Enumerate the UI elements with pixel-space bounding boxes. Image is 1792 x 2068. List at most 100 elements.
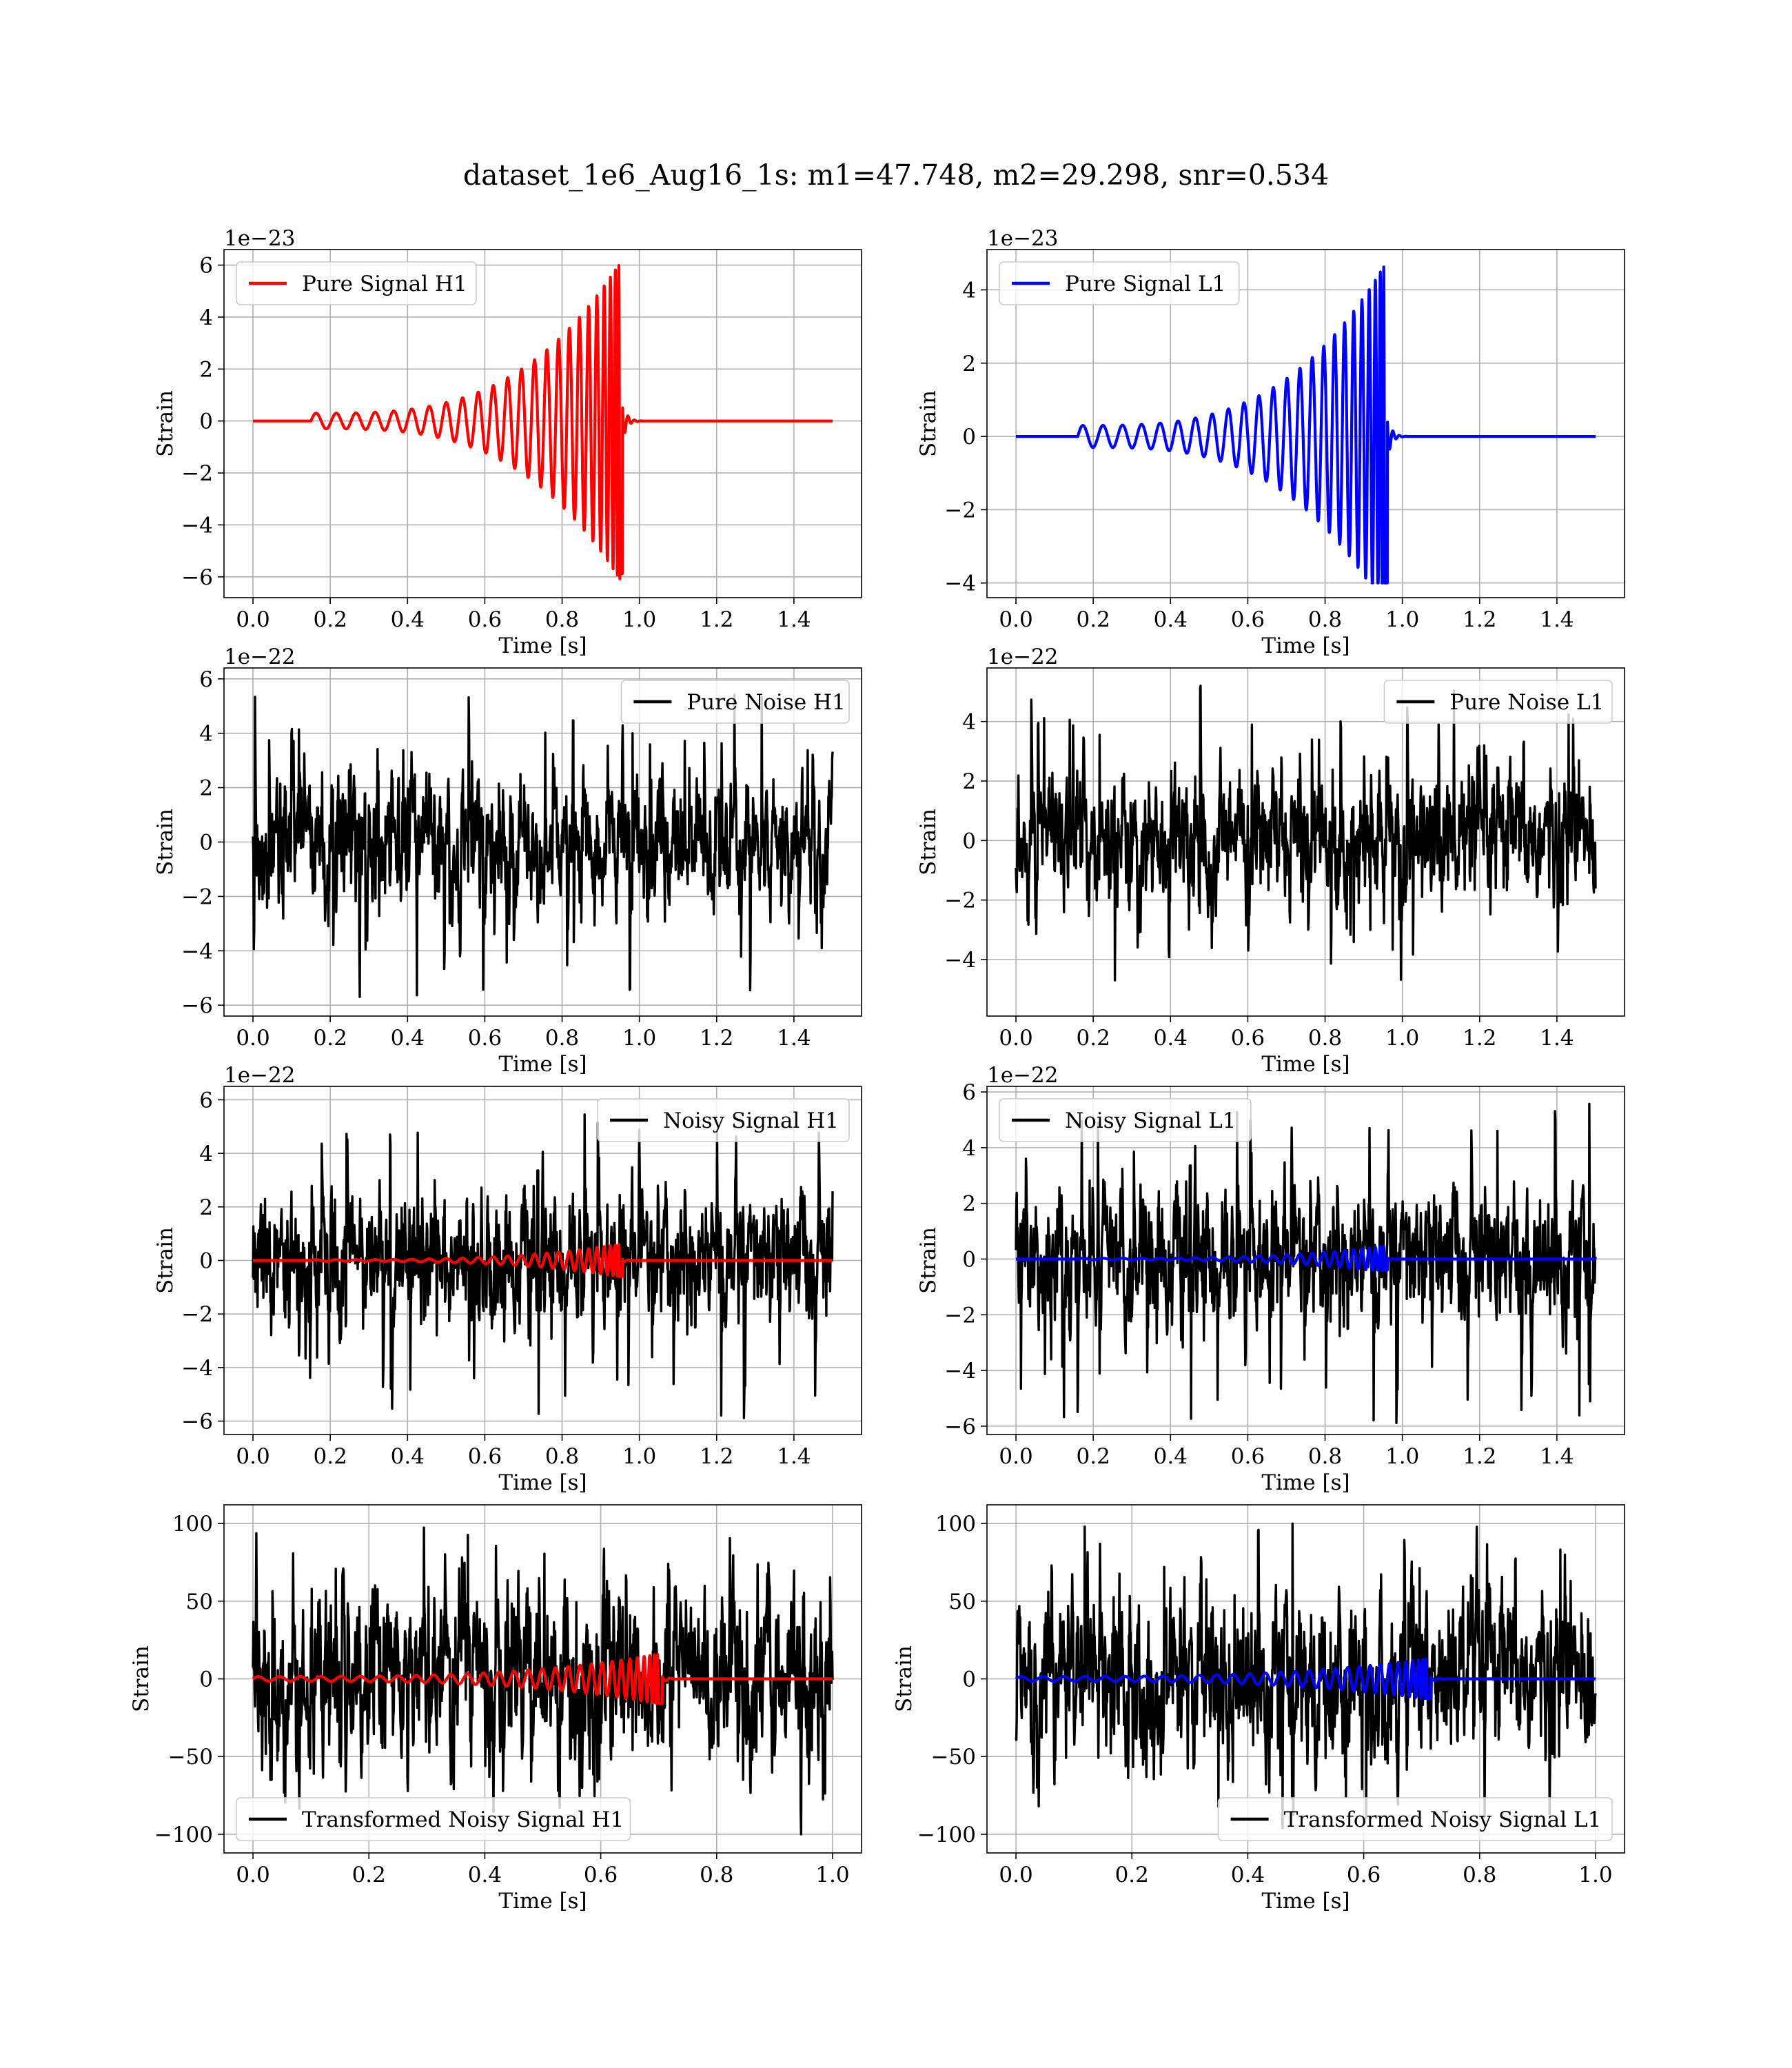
legend: Noisy Signal H1 <box>597 1098 850 1142</box>
x-tick-label: 0.4 <box>1154 1026 1188 1051</box>
x-tick-label: 0.4 <box>1154 1444 1188 1469</box>
x-tick-label: 0.6 <box>468 1444 502 1469</box>
y-tick-label: 0 <box>962 425 976 449</box>
y-tick-label: 100 <box>172 1512 213 1537</box>
y-tick-label: 0 <box>199 1249 213 1274</box>
x-axis-label: Time [s] <box>1261 1889 1350 1914</box>
y-axis-label: Strain <box>916 390 941 457</box>
x-axis-label: Time [s] <box>1261 1052 1350 1077</box>
plot-area <box>252 1113 834 1419</box>
y-tick-label: 0 <box>962 829 976 853</box>
y-tick-label: 0 <box>962 1667 976 1692</box>
x-tick-label: 1.2 <box>700 607 733 632</box>
axes-frame <box>986 667 1625 1017</box>
y-tick-label: −6 <box>181 1410 213 1435</box>
y-axis-label: Strain <box>129 1645 154 1712</box>
y-tick-label: 6 <box>199 1088 213 1113</box>
subplot-1: 0.0 0.2 0.4 0.6 0.8 1.0 1.2 1.4 −6 −4 −2 0 2 4 6 Time [… <box>153 226 862 658</box>
x-tick-label: 0.4 <box>468 1863 502 1887</box>
x-tick-label: 0.0 <box>999 1863 1032 1887</box>
x-tick-label: 0.6 <box>584 1863 618 1887</box>
x-tick-label: 0.2 <box>314 1444 347 1469</box>
y-tick-label: 0 <box>199 831 213 855</box>
y-offset-label: 1e−22 <box>224 645 296 669</box>
y-tick-label: 2 <box>962 769 976 794</box>
subplot-5: 0.0 0.2 0.4 0.6 0.8 1.0 1.2 1.4 −6 −4 −2 0 2 4 6 Time [… <box>153 1063 862 1495</box>
y-tick-label: −6 <box>181 565 213 590</box>
y-tick-label: −50 <box>168 1745 213 1770</box>
x-tick-label: 0.2 <box>1115 1863 1149 1887</box>
plot-area <box>1015 685 1597 982</box>
legend: Pure Signal L1 <box>999 261 1240 305</box>
x-tick-label: 0.2 <box>1077 1026 1110 1051</box>
x-axis-label: Time [s] <box>1261 1470 1350 1495</box>
axes-frame <box>223 249 862 598</box>
x-axis-label: Time [s] <box>498 633 587 658</box>
y-tick-label: 4 <box>199 1142 213 1166</box>
y-tick-label: 0 <box>199 1667 213 1692</box>
y-tick-label: −4 <box>944 948 976 973</box>
y-tick-label: −6 <box>944 1415 976 1439</box>
x-tick-label: 0.2 <box>314 1026 347 1051</box>
x-tick-label: 0.0 <box>236 1863 269 1887</box>
legend-label: Pure Noise H1 <box>686 690 845 715</box>
plot-area <box>1015 1102 1597 1424</box>
x-tick-label: 0.2 <box>314 607 347 632</box>
y-axis-label: Strain <box>153 1227 178 1294</box>
noise-line-1 <box>1015 685 1597 982</box>
signal-line-2 <box>1015 1244 1597 1272</box>
axes-frame <box>986 1086 1625 1435</box>
legend: Pure Noise L1 <box>1383 680 1613 724</box>
x-tick-label: 0.2 <box>1077 607 1110 632</box>
y-tick-label: 2 <box>199 776 213 801</box>
x-tick-label: 1.0 <box>815 1863 849 1887</box>
y-offset-label: 1e−22 <box>987 1063 1059 1088</box>
x-tick-label: 1.4 <box>777 1444 811 1469</box>
legend: Noisy Signal L1 <box>999 1098 1252 1142</box>
legend-box <box>236 1797 631 1841</box>
legend-label: Noisy Signal H1 <box>663 1108 839 1133</box>
y-tick-label: 100 <box>935 1512 976 1537</box>
x-axis-label: Time [s] <box>1261 633 1350 658</box>
x-tick-label: 1.4 <box>777 607 811 632</box>
legend: Transformed Noisy Signal H1 <box>236 1797 631 1841</box>
legend-box <box>620 680 850 724</box>
x-tick-label: 0.8 <box>545 607 579 632</box>
plot-area <box>1015 1522 1597 1829</box>
y-offset-label: 1e−22 <box>987 645 1059 669</box>
x-tick-label: 0.6 <box>468 1026 502 1051</box>
legend-label: Transformed Noisy Signal L1 <box>1284 1807 1602 1832</box>
y-offset-label: 1e−22 <box>224 1063 296 1088</box>
legend-label: Transformed Noisy Signal H1 <box>302 1807 624 1832</box>
signal-line-2 <box>252 1243 834 1279</box>
y-tick-label: 2 <box>962 1192 976 1217</box>
y-tick-label: −100 <box>917 1823 976 1847</box>
subplot-grid: 0.0 0.2 0.4 0.6 0.8 1.0 1.2 1.4 −6 −4 −2 0 2 4 6 Time [… <box>129 226 1625 1914</box>
noise-line-1 <box>252 1526 834 1836</box>
y-tick-label: 4 <box>199 305 213 330</box>
noise-line-1 <box>1015 1522 1597 1829</box>
legend: Transformed Noisy Signal L1 <box>1217 1797 1613 1841</box>
x-tick-label: 0.8 <box>545 1026 579 1051</box>
signal-line-1 <box>252 264 834 580</box>
y-tick-label: 0 <box>199 409 213 434</box>
signal-line-1 <box>1015 265 1597 585</box>
y-tick-label: 6 <box>199 667 213 692</box>
x-tick-label: 0.8 <box>1308 1444 1342 1469</box>
x-tick-label: 0.2 <box>1077 1444 1110 1469</box>
y-tick-label: −6 <box>181 993 213 1018</box>
y-tick-label: −2 <box>181 884 213 909</box>
x-tick-label: 0.8 <box>1308 607 1342 632</box>
y-tick-label: −50 <box>931 1745 976 1770</box>
plot-area <box>1015 265 1597 585</box>
y-tick-label: 50 <box>186 1590 213 1614</box>
x-tick-label: 0.4 <box>391 1444 425 1469</box>
subplot-6: 0.0 0.2 0.4 0.6 0.8 1.0 1.2 1.4 −6 −4 −2 0 2 4 6 Time [… <box>916 1063 1625 1495</box>
axes-frame <box>986 249 1625 598</box>
y-tick-label: 4 <box>962 1136 976 1161</box>
y-tick-label: −2 <box>944 498 976 523</box>
y-axis-label: Strain <box>153 390 178 457</box>
x-tick-label: 0.8 <box>545 1444 579 1469</box>
y-tick-label: −4 <box>944 1359 976 1383</box>
x-tick-label: 0.6 <box>1347 1863 1381 1887</box>
